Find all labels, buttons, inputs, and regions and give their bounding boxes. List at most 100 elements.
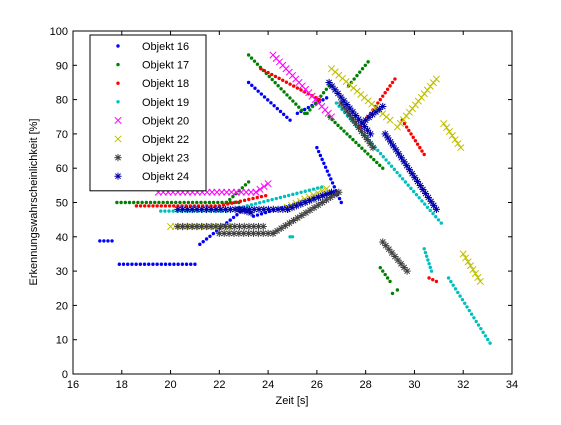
data-point [420, 199, 424, 203]
x-tick-label: 34 [506, 379, 518, 391]
data-point [169, 200, 174, 205]
data-point [297, 105, 301, 109]
data-point [385, 87, 390, 92]
data-point [432, 205, 440, 213]
data-point [188, 222, 196, 231]
data-point [198, 242, 202, 247]
data-point [255, 205, 263, 213]
data-point [249, 229, 258, 237]
x-tick-label: 16 [67, 379, 79, 391]
data-point [314, 193, 322, 201]
data-point [360, 131, 368, 140]
data-point [291, 99, 295, 103]
data-point [249, 203, 254, 207]
data-point [424, 254, 429, 258]
data-point [193, 262, 197, 266]
data-point [256, 185, 264, 193]
data-point [238, 199, 243, 203]
data-point [381, 130, 389, 138]
data-point [189, 262, 193, 266]
data-point [331, 86, 339, 94]
data-point [384, 158, 388, 162]
data-point [197, 222, 206, 231]
data-point [383, 91, 387, 95]
data-point [262, 199, 266, 204]
data-point [310, 195, 318, 203]
data-point [279, 87, 283, 91]
data-point [302, 111, 307, 116]
data-point [302, 107, 307, 112]
data-point [388, 279, 392, 284]
data-point [277, 76, 281, 81]
data-point [378, 151, 383, 156]
data-point [269, 101, 273, 105]
data-point [270, 72, 274, 77]
data-point [333, 120, 337, 125]
data-point [375, 105, 383, 113]
data-point [411, 135, 415, 140]
data-point [395, 288, 400, 292]
x-axis-label: Zeit [s] [275, 395, 308, 407]
data-point [409, 186, 413, 191]
y-tick-label: 80 [56, 95, 68, 107]
data-point [258, 201, 262, 205]
data-point [246, 80, 251, 85]
data-point [179, 222, 187, 231]
data-point [239, 206, 247, 215]
data-point [366, 130, 375, 138]
data-point [403, 267, 411, 275]
data-point [398, 173, 402, 178]
data-point [319, 192, 327, 200]
data-point [193, 222, 201, 231]
data-point [321, 98, 325, 102]
data-point [451, 136, 459, 144]
data-point [465, 305, 469, 309]
data-point [463, 301, 467, 306]
data-point [288, 118, 292, 122]
data-point [346, 111, 354, 119]
y-tick-label: 10 [56, 335, 68, 347]
legend-entry: Objekt 23 [114, 153, 189, 165]
data-point [249, 56, 254, 60]
data-point [352, 111, 360, 120]
data-point [354, 140, 358, 145]
data-point [235, 213, 239, 217]
legend-entry: Objekt 16 [116, 41, 189, 53]
data-point [472, 316, 476, 320]
data-point [172, 262, 176, 266]
data-point [286, 193, 291, 198]
data-point [337, 196, 342, 201]
data-point [294, 102, 298, 106]
data-point [428, 208, 432, 213]
data-point [471, 269, 479, 278]
data-point [143, 204, 147, 208]
data-point [335, 188, 343, 196]
data-point [220, 200, 224, 205]
data-point [179, 205, 187, 213]
data-point [192, 204, 197, 208]
data-point [395, 150, 403, 158]
legend-entry: Objekt 17 [116, 60, 189, 72]
data-point [295, 86, 300, 90]
data-point [253, 202, 258, 206]
data-point [174, 200, 178, 205]
data-point [171, 209, 175, 213]
data-point [147, 262, 151, 266]
data-point [155, 262, 159, 266]
data-point [221, 222, 229, 231]
data-point [167, 209, 171, 213]
x-axis: 16 18 20 22 24 26 28 30 32 34 [67, 31, 518, 391]
data-point [386, 138, 395, 146]
data-point [411, 189, 416, 194]
data-point [425, 205, 430, 209]
data-point [413, 139, 418, 143]
data-point [136, 200, 140, 205]
data-point [481, 330, 485, 334]
data-point [288, 82, 292, 86]
series-objekt-24 [174, 78, 440, 217]
data-point [315, 186, 320, 190]
data-point [292, 84, 296, 88]
data-point [464, 258, 472, 266]
data-point [321, 91, 326, 95]
data-point [221, 205, 230, 213]
